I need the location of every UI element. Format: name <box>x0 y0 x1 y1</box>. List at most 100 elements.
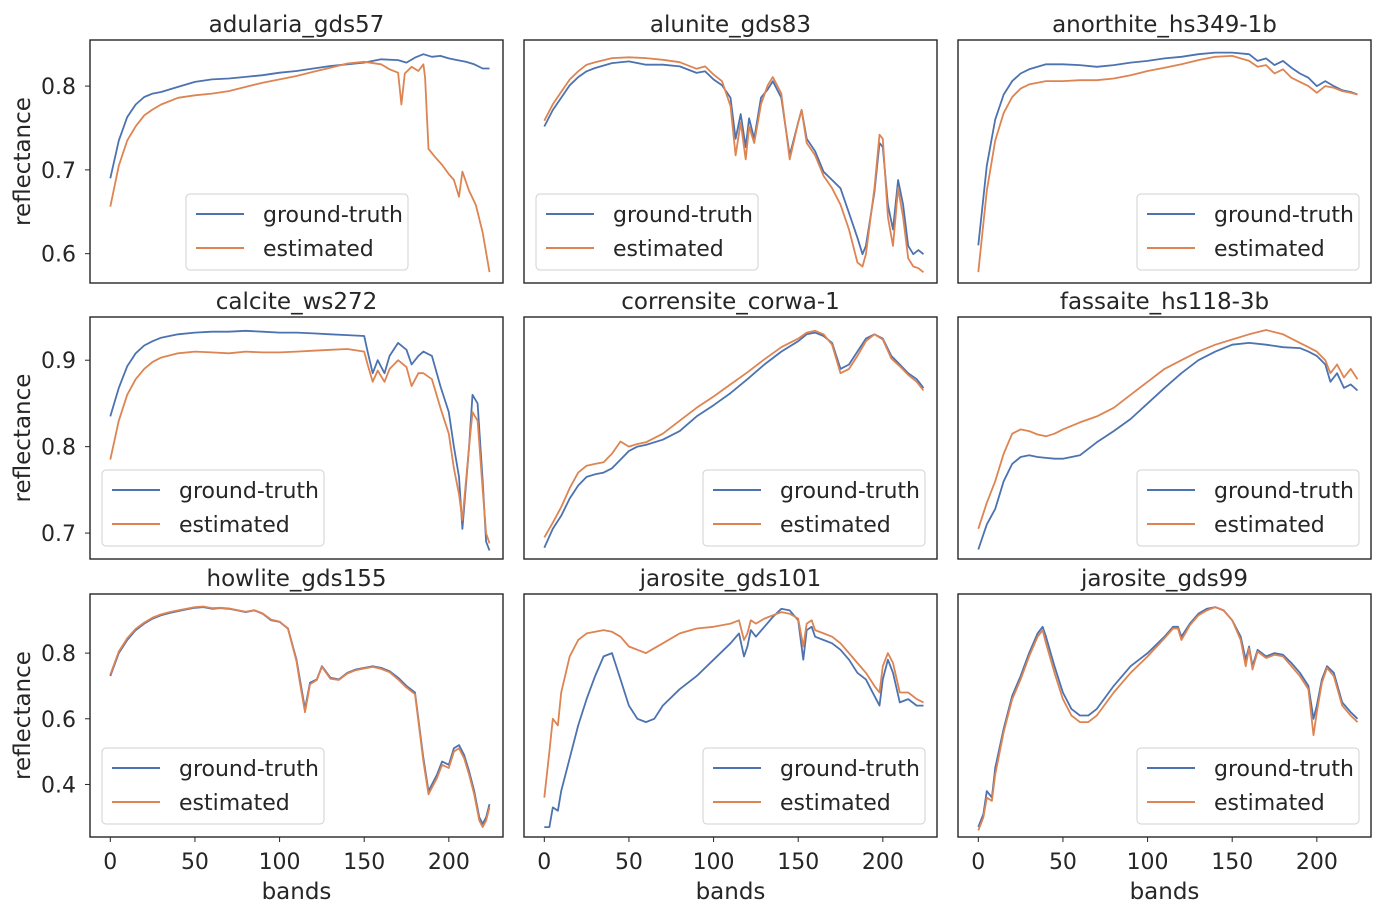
x-tick-label: 100 <box>1127 850 1169 875</box>
subplot-title: adularia_gds57 <box>209 12 385 38</box>
x-axis-label: bands <box>696 879 766 905</box>
x-tick-label: 100 <box>693 850 735 875</box>
x-tick-label: 200 <box>1296 850 1338 875</box>
series-line-estimated <box>977 606 1359 831</box>
series-line-estimated <box>109 60 491 273</box>
y-tick-label: 0.9 <box>41 349 76 374</box>
axes-frame <box>523 593 938 838</box>
x-tick-label: 100 <box>259 850 301 875</box>
subplot-title: howlite_gds155 <box>207 566 387 592</box>
series-line-ground-truth <box>977 51 1358 246</box>
legend-label-estimated: estimated <box>1214 791 1325 816</box>
subplot-title: anorthite_hs349-1b <box>1052 12 1277 38</box>
legend-label-ground-truth: ground-truth <box>1214 757 1354 782</box>
subplot-8: jarosite_gds101 0 50 100 150 200 bands ground-t… <box>523 566 938 905</box>
plot-lines <box>109 605 491 828</box>
subplot-title: corrensite_corwa-1 <box>621 289 840 315</box>
series-line-ground-truth <box>109 329 491 551</box>
subplot-6: fassaite_hs118-3b ground-truth estimated <box>957 289 1372 560</box>
legend-label-estimated: estimated <box>1214 513 1325 538</box>
series-line-estimated <box>543 611 924 798</box>
plot-lines <box>543 607 924 828</box>
series-line-estimated <box>543 329 925 538</box>
legend: ground-truth estimated <box>535 193 759 271</box>
y-tick-label: 0.8 <box>41 642 76 667</box>
x-tick-label: 150 <box>1211 850 1253 875</box>
y-tick-label: 0.7 <box>41 159 76 184</box>
subplot-title: alunite_gds83 <box>650 12 811 38</box>
series-line-estimated <box>977 329 1359 530</box>
legend-label-ground-truth: ground-truth <box>1214 479 1354 504</box>
subplot-3: anorthite_hs349-1b ground-truth estimated <box>957 12 1372 284</box>
legend-label-ground-truth: ground-truth <box>179 757 319 782</box>
x-tick-label: 200 <box>428 850 470 875</box>
y-tick-label: 0.4 <box>41 773 76 798</box>
y-tick-label: 0.8 <box>41 436 76 461</box>
subplot-title: jarosite_gds101 <box>639 566 822 592</box>
legend-label-estimated: estimated <box>263 237 374 262</box>
x-tick-label: 0 <box>537 850 551 875</box>
legend-label-estimated: estimated <box>780 513 891 538</box>
legend: ground-truth estimated <box>1136 747 1360 825</box>
legend: ground-truth estimated <box>1136 469 1360 547</box>
legend-label-ground-truth: ground-truth <box>1214 203 1354 228</box>
subplot-9: jarosite_gds99 0 50 100 150 200 bands ground-tr… <box>957 566 1372 905</box>
axes-frame <box>89 316 504 560</box>
axes-frame <box>957 39 1372 284</box>
x-tick-label: 0 <box>971 850 985 875</box>
plot-lines <box>543 329 925 549</box>
legend: ground-truth estimated <box>101 747 325 825</box>
legend-label-ground-truth: ground-truth <box>263 203 403 228</box>
x-tick-label: 50 <box>1049 850 1077 875</box>
axes-frame <box>957 593 1372 838</box>
series-line-ground-truth <box>109 53 490 179</box>
legend-label-ground-truth: ground-truth <box>613 203 753 228</box>
axes-frame <box>89 39 504 284</box>
series-line-estimated <box>109 605 491 828</box>
series-line-ground-truth <box>977 342 1359 550</box>
x-tick-label: 50 <box>615 850 643 875</box>
legend-label-ground-truth: ground-truth <box>780 479 920 504</box>
x-tick-label: 150 <box>777 850 819 875</box>
series-line-estimated <box>543 56 925 274</box>
plot-lines <box>977 606 1359 831</box>
y-tick-label: 0.8 <box>41 75 76 100</box>
axes-frame <box>523 39 938 284</box>
subplot-title: calcite_ws272 <box>216 289 378 315</box>
legend-label-estimated: estimated <box>179 513 290 538</box>
x-axis-label: bands <box>1130 879 1200 905</box>
plot-lines <box>977 51 1358 273</box>
legend-label-estimated: estimated <box>1214 237 1325 262</box>
legend: ground-truth estimated <box>101 469 325 547</box>
legend: ground-truth estimated <box>702 747 926 825</box>
legend-label-estimated: estimated <box>179 791 290 816</box>
x-tick-label: 150 <box>343 850 385 875</box>
plot-lines <box>977 329 1359 550</box>
axes-frame <box>523 316 938 560</box>
y-tick-label: 0.7 <box>41 522 76 547</box>
x-axis-label: bands <box>262 879 332 905</box>
y-axis-label: reflectance <box>10 97 36 226</box>
legend: ground-truth estimated <box>702 469 926 547</box>
legend-label-ground-truth: ground-truth <box>780 757 920 782</box>
axes-frame <box>89 593 504 838</box>
y-axis-label: reflectance <box>10 651 36 780</box>
x-tick-label: 50 <box>181 850 209 875</box>
legend-label-estimated: estimated <box>613 237 724 262</box>
y-axis-label: reflectance <box>10 374 36 503</box>
plot-lines <box>109 53 491 273</box>
x-tick-label: 0 <box>103 850 117 875</box>
series-line-estimated <box>977 55 1358 273</box>
subplot-7: howlite_gds155 0.4 0.6 0.8 0 50 100 150 200 refle… <box>10 566 504 905</box>
legend-label-estimated: estimated <box>780 791 891 816</box>
legend: ground-truth estimated <box>1136 193 1360 271</box>
legend: ground-truth estimated <box>185 193 409 271</box>
plot-lines <box>543 56 925 274</box>
series-line-estimated <box>109 348 491 544</box>
subplot-2: alunite_gds83 ground-truth estimated <box>523 12 938 284</box>
y-tick-label: 0.6 <box>41 708 76 733</box>
